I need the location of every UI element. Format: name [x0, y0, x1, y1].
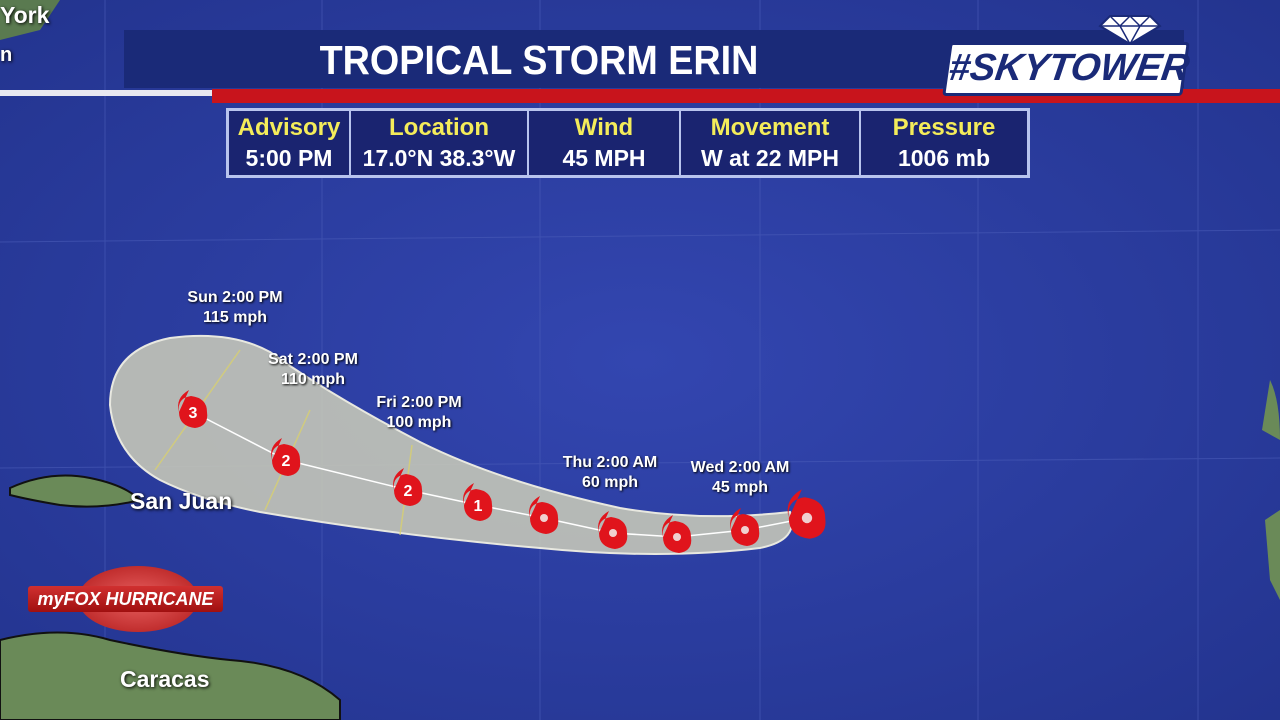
advisory-table: Advisory 5:00 PM Location 17.0°N 38.3°W Wi…	[226, 108, 1030, 178]
pressure-cell: Pressure 1006 mb	[859, 108, 1030, 178]
city-label-york: York	[0, 2, 50, 28]
forecast-label-sat: Sat 2:00 PM 110 mph	[268, 351, 358, 388]
divider	[0, 90, 212, 96]
location-cell: Location 17.0°N 38.3°W	[349, 108, 529, 178]
storm-category: 1	[474, 498, 483, 515]
storm-category: 2	[404, 483, 413, 500]
skytower-logo: #SKYTOWER	[942, 42, 1192, 96]
storm-icon: 3	[178, 390, 208, 434]
forecast-label-sun: Sun 2:00 PM 115 mph	[187, 289, 283, 326]
storm-icon: 2	[393, 468, 423, 512]
storm-icon: 2	[271, 438, 301, 482]
forecast-label-thu: Thu 2:00 AM 60 mph	[562, 454, 658, 491]
storm-category: 2	[282, 453, 291, 470]
advisory-cell: Advisory 5:00 PM	[226, 108, 351, 178]
page-title: TROPICAL STORM ERIN	[319, 37, 759, 83]
city-label-san-juan: San Juan	[130, 488, 233, 514]
storm-icon	[730, 508, 760, 552]
storm-icon: 1	[463, 483, 493, 527]
storm-icon	[529, 496, 559, 540]
forecast-label-fri: Fri 2:00 PM 100 mph	[376, 394, 462, 431]
wind-cell: Wind 45 MPH	[527, 108, 681, 178]
movement-cell: Movement W at 22 MPH	[679, 108, 861, 178]
partial-city-label: n	[0, 44, 13, 66]
myfox-hurricane-logo: myFOX HURRICANE	[28, 566, 223, 632]
skytower-gem-icon	[1098, 14, 1162, 44]
city-label-caracas: Caracas	[120, 666, 210, 692]
forecast-cone	[108, 334, 793, 555]
storm-icon	[787, 489, 827, 547]
storm-icon	[598, 511, 628, 555]
storm-category: 3	[189, 405, 198, 422]
forecast-label-wed: Wed 2:00 AM 45 mph	[690, 459, 790, 496]
storm-icon	[662, 515, 692, 559]
